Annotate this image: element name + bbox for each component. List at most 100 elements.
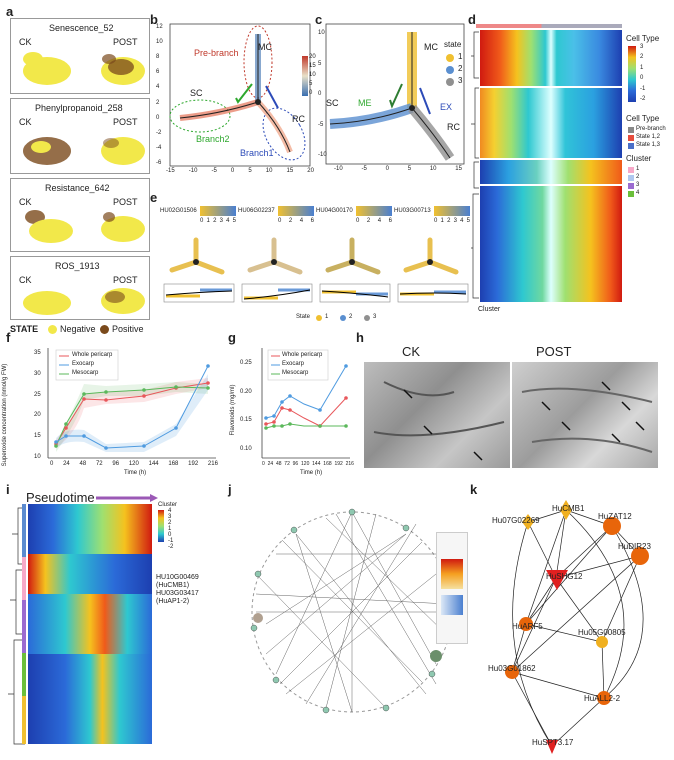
tick: -10 — [334, 166, 343, 172]
panel-label-i: i — [6, 482, 10, 497]
tick: 10 — [309, 72, 316, 78]
tick: 2 — [640, 54, 644, 61]
ck-label: CK — [19, 37, 32, 47]
tick: 10 — [34, 453, 41, 460]
tick: 10 — [318, 30, 325, 36]
d-footer: Cluster — [478, 306, 501, 313]
tick: 2 — [213, 218, 217, 224]
tick: 3 — [219, 218, 223, 224]
k-node-cmb1: HuCMB1 — [552, 504, 585, 513]
ct-label: Pre-branch — [636, 126, 666, 132]
k-node-03g01862: Hu03G01862 — [488, 664, 536, 673]
state1-swatch — [446, 54, 454, 62]
gene-name: HU03G00713 — [394, 208, 431, 214]
j-inset-scale — [441, 595, 463, 615]
f-legend-exocarp: Exocarp — [72, 361, 95, 367]
sc-label: SC — [326, 98, 339, 108]
tick: -2 — [156, 129, 162, 136]
e-state-label: 3 — [373, 314, 377, 320]
tick: 168 — [323, 461, 332, 467]
state2-label: 2 — [458, 64, 463, 73]
k-node-05g00805: Hu05G00805 — [578, 628, 626, 637]
tick: 24 — [63, 461, 70, 467]
tick: 5 — [318, 60, 322, 67]
state3-swatch — [446, 78, 454, 86]
heatmap-d-block1 — [480, 30, 622, 86]
gene-name: HU02G01506 — [160, 208, 197, 214]
tick: 0.10 — [240, 445, 252, 452]
chart-f — [47, 348, 216, 459]
tick: 216 — [207, 461, 218, 467]
heatmap-i-block1 — [28, 504, 152, 554]
heatmap-i-block4 — [28, 654, 152, 744]
state2-swatch — [446, 66, 454, 74]
tick: 4 — [168, 508, 172, 514]
i-cluster-bar — [22, 504, 26, 744]
mc-label: MC — [258, 42, 272, 52]
tick: -6 — [156, 159, 162, 166]
tick: -10 — [188, 168, 198, 174]
gene-label: HU10G00469 — [156, 574, 199, 581]
ck-label: CK — [19, 197, 32, 207]
heatmap-i-block2 — [28, 554, 152, 594]
g-yticks: 0.10 0.15 0.20 0.25 — [240, 360, 252, 452]
tick: 0 — [318, 91, 322, 97]
mc-label: MC — [424, 42, 438, 52]
tick: -1 — [640, 85, 646, 92]
tick: -5 — [318, 121, 324, 128]
tick: 1 — [206, 218, 210, 224]
negative-swatch — [48, 325, 57, 334]
f-yticks: 10 15 20 25 30 35 — [34, 350, 41, 460]
tem-ck-arrows — [373, 381, 505, 461]
trajectory-plot-c — [325, 23, 465, 165]
tick: 168 — [168, 461, 179, 467]
tick: 20 — [34, 412, 41, 419]
f-ylabel: Superoxide concentration (nmol/g FW) — [2, 363, 8, 467]
tick: 24 — [267, 461, 274, 467]
tick: 0 — [278, 218, 282, 224]
tick: 4 — [377, 218, 382, 224]
tick: 0 — [640, 75, 644, 82]
tick: 20 — [307, 168, 314, 174]
umap-dots — [23, 52, 145, 85]
panel-label-g: g — [228, 330, 236, 345]
cl-swatch-1 — [628, 167, 634, 173]
i-cluster-title: Cluster — [158, 502, 178, 508]
tick: 4 — [299, 218, 304, 224]
cl-swatch-4 — [628, 191, 634, 197]
umap-dots — [23, 288, 145, 315]
cl-label: 1 — [636, 166, 640, 172]
tick: 5 — [248, 168, 252, 174]
k-node-shg12: HuSHG12 — [546, 572, 583, 581]
umap-dots — [25, 210, 145, 243]
e-state1-swatch — [316, 315, 322, 321]
f-legend-mesocarp: Mesocarp — [72, 370, 99, 376]
k-node-arf5: HuARF5 — [512, 622, 543, 631]
f-xticks: 0 24 48 72 96 120 144 168 192 216 — [50, 461, 218, 467]
ex-label: EX — [440, 102, 453, 112]
sc-label: SC — [190, 88, 203, 98]
gene-label: HU03G03417 — [156, 590, 199, 597]
j-inset-colorbar — [441, 559, 463, 589]
tick: 5 — [466, 218, 470, 224]
d-colorbar-ticks: 3 2 1 0 -1 -2 — [640, 44, 645, 102]
h-ck-label: CK — [402, 344, 421, 359]
tick: 30 — [34, 370, 41, 377]
state1-label: 1 — [458, 52, 463, 61]
cl-label: 4 — [636, 190, 640, 196]
tick: -1 — [168, 538, 174, 544]
positive-label: Positive — [112, 324, 144, 334]
heatmap-i-block3 — [28, 594, 152, 654]
g-ylabel: Flavonoids (mg/ml) — [230, 384, 236, 436]
b-colorbar-ticks: 20 15 10 5 0 — [309, 54, 316, 96]
ct-legend-title: Cell Type — [626, 114, 660, 123]
tick: 48 — [79, 461, 87, 467]
e-state2-swatch — [340, 315, 346, 321]
tem-image-post — [512, 362, 658, 468]
prebranch-label: Pre-branch — [194, 48, 239, 58]
dendrogram-d — [471, 31, 479, 299]
tick: 0 — [262, 461, 265, 467]
